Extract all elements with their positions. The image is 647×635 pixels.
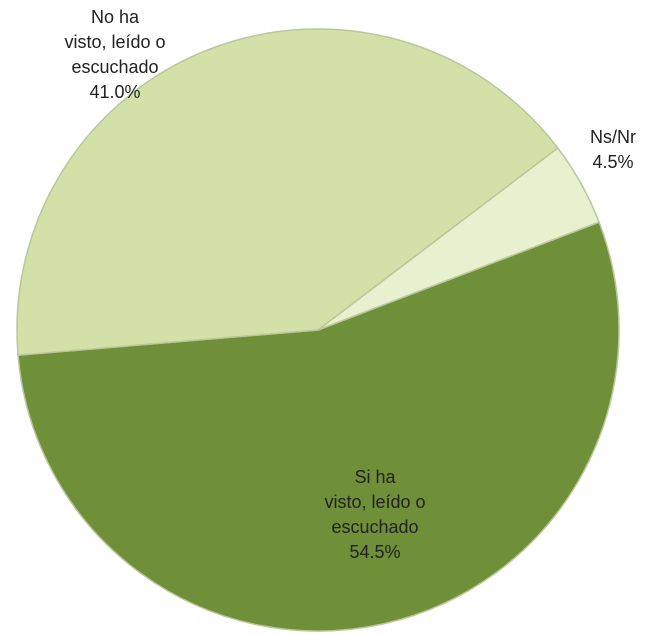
slice-value-label: 4.5% [592,152,634,172]
pie-slice [16,28,559,356]
slice-label: Ns/Nr [590,127,636,147]
slice-value-label: 54.5% [349,542,401,562]
pie-slice [317,146,600,331]
pie-slice [17,221,620,632]
slice-value-label: 41.0% [89,82,141,102]
slice-label: Si ha visto, leído o escuchado [324,467,426,537]
slice-label: No ha visto, leído o escuchado [64,7,166,77]
